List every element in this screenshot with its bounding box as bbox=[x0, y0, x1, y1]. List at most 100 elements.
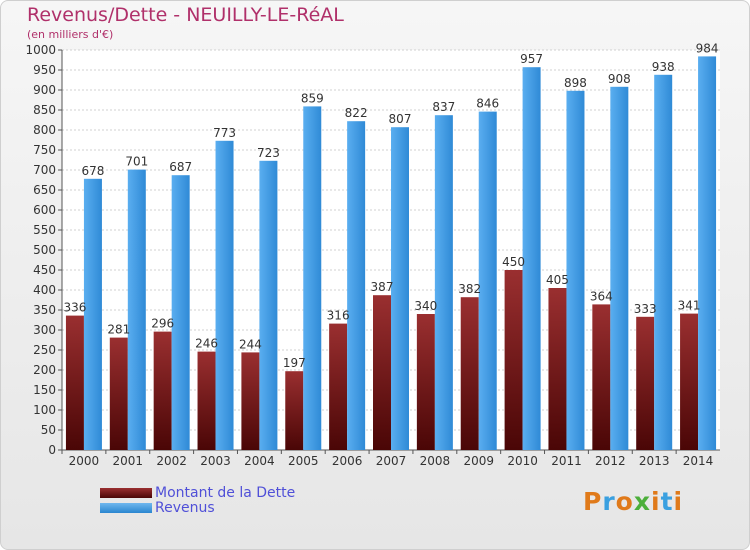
data-label-revenus: 908 bbox=[608, 72, 631, 86]
y-tick-label: 800 bbox=[33, 123, 56, 137]
y-tick-label: 100 bbox=[33, 403, 56, 417]
bar-dette bbox=[504, 270, 523, 450]
logo-letter: P bbox=[583, 487, 603, 516]
bar-revenus bbox=[391, 127, 409, 450]
y-tick-label: 950 bbox=[33, 63, 56, 77]
bar-revenus bbox=[698, 56, 717, 451]
x-tick-label: 2008 bbox=[420, 454, 451, 468]
data-label-dette: 364 bbox=[590, 289, 613, 303]
bar-revenus bbox=[259, 160, 278, 451]
bar-revenus bbox=[171, 175, 190, 450]
bar-dette bbox=[65, 315, 84, 450]
y-tick-label: 600 bbox=[33, 203, 56, 217]
bar-revenus bbox=[347, 121, 366, 450]
bar-revenus bbox=[83, 178, 102, 451]
y-tick-label: 500 bbox=[33, 243, 56, 257]
bar-revenus bbox=[654, 74, 673, 451]
x-tick-label: 2012 bbox=[595, 454, 626, 468]
data-label-dette: 341 bbox=[678, 299, 701, 313]
legend-swatch-revenus bbox=[100, 503, 152, 513]
logo-letter: x bbox=[633, 487, 651, 516]
data-label-dette: 405 bbox=[546, 273, 569, 287]
legend-label-revenus: Revenus bbox=[155, 500, 215, 516]
bar-revenus bbox=[566, 90, 585, 451]
bars bbox=[65, 56, 717, 451]
data-label-revenus: 957 bbox=[520, 52, 543, 66]
data-label-revenus: 859 bbox=[301, 91, 324, 105]
legend-swatch-dette bbox=[100, 488, 152, 498]
chart-title: Revenus/Dette - NEUILLY-LE-RéAL bbox=[27, 4, 344, 26]
bar-revenus bbox=[478, 111, 497, 450]
bar-dette bbox=[460, 297, 479, 450]
x-tick-label: 2001 bbox=[113, 454, 144, 468]
legend-label-dette: Montant de la Dette bbox=[155, 485, 296, 501]
bar-revenus bbox=[215, 140, 234, 451]
bar-dette bbox=[592, 304, 611, 450]
data-labels: 336 678 281 701 296 687 246 773 244 723 197 859 316 8… bbox=[63, 41, 718, 370]
x-tick-label: 2002 bbox=[156, 454, 187, 468]
logo-letter: i bbox=[651, 487, 661, 516]
y-tick-label: 750 bbox=[33, 143, 56, 157]
y-tick-label: 50 bbox=[41, 423, 56, 437]
data-label-revenus: 822 bbox=[345, 106, 368, 120]
data-label-revenus: 807 bbox=[389, 112, 412, 126]
y-tick-label: 200 bbox=[33, 363, 56, 377]
data-label-revenus: 687 bbox=[169, 160, 192, 174]
data-label-dette: 281 bbox=[107, 323, 130, 337]
y-tick-label: 550 bbox=[33, 223, 56, 237]
logo-letter: t bbox=[660, 487, 674, 516]
data-label-revenus: 938 bbox=[652, 60, 675, 74]
data-label-dette: 387 bbox=[371, 280, 394, 294]
x-tick-label: 2004 bbox=[244, 454, 275, 468]
bar-revenus bbox=[303, 106, 322, 451]
bar-dette bbox=[197, 351, 216, 450]
bar-dette bbox=[109, 337, 128, 450]
data-label-revenus: 984 bbox=[696, 41, 719, 55]
y-tick-label: 450 bbox=[33, 263, 56, 277]
bar-dette bbox=[416, 314, 435, 450]
data-label-dette: 333 bbox=[634, 302, 657, 316]
bar-revenus bbox=[434, 115, 453, 450]
bar-dette bbox=[548, 288, 567, 450]
y-tick-label: 400 bbox=[33, 283, 56, 297]
x-tick-label: 2005 bbox=[288, 454, 319, 468]
y-tick-label: 250 bbox=[33, 343, 56, 357]
data-label-dette: 246 bbox=[195, 337, 218, 351]
x-tick-label: 2000 bbox=[69, 454, 100, 468]
data-label-dette: 340 bbox=[414, 299, 437, 313]
data-label-revenus: 678 bbox=[81, 164, 104, 178]
y-tick-label: 150 bbox=[33, 383, 56, 397]
x-tick-label: 2007 bbox=[376, 454, 407, 468]
y-tick-label: 1000 bbox=[25, 43, 56, 57]
proxiti-logo: Proxiti bbox=[583, 487, 683, 516]
y-tick-label: 350 bbox=[33, 303, 56, 317]
x-tick-label: 2006 bbox=[332, 454, 363, 468]
data-label-revenus: 723 bbox=[257, 146, 280, 160]
data-label-dette: 197 bbox=[283, 356, 306, 370]
logo-letter: i bbox=[673, 487, 684, 516]
bar-dette bbox=[329, 323, 348, 450]
x-tick-label: 2013 bbox=[639, 454, 670, 468]
x-tick-label: 2011 bbox=[551, 454, 582, 468]
bar-dette bbox=[373, 295, 391, 450]
bar-dette bbox=[680, 313, 699, 450]
bar-revenus bbox=[127, 169, 146, 450]
data-label-revenus: 898 bbox=[564, 76, 587, 90]
bar-dette bbox=[153, 331, 172, 450]
y-tick-label: 0 bbox=[48, 443, 56, 457]
data-label-revenus: 773 bbox=[213, 126, 236, 140]
y-tick-label: 900 bbox=[33, 83, 56, 97]
x-tick-label: 2014 bbox=[683, 454, 714, 468]
data-label-dette: 296 bbox=[151, 317, 174, 331]
data-label-revenus: 701 bbox=[125, 155, 148, 169]
chart-subtitle: (en milliers d'€) bbox=[27, 28, 114, 41]
logo-letter: r bbox=[602, 487, 616, 516]
data-label-dette: 450 bbox=[502, 255, 525, 269]
y-tick-label: 650 bbox=[33, 183, 56, 197]
bar-dette bbox=[241, 352, 260, 450]
data-label-dette: 244 bbox=[239, 337, 262, 351]
bar-dette bbox=[285, 371, 304, 450]
data-label-dette: 316 bbox=[327, 309, 350, 323]
x-tick-label: 2010 bbox=[507, 454, 538, 468]
